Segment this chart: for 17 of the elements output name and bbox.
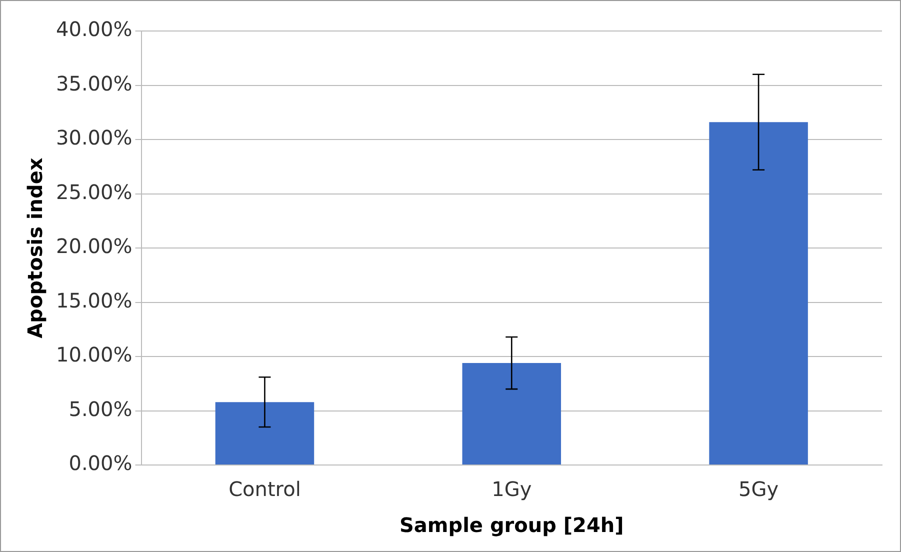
- bar: [215, 402, 314, 464]
- x-tick-label: 5Gy: [738, 477, 779, 502]
- y-tick-label: 25.00%: [56, 180, 132, 204]
- y-axis-title: Apoptosis index: [23, 158, 48, 338]
- bar: [462, 363, 562, 464]
- y-tick-label: 35.00%: [56, 71, 132, 96]
- y-tick-label: 20.00%: [56, 234, 132, 258]
- y-tick-label: 30.00%: [56, 126, 132, 150]
- y-tick-label: 5.00%: [68, 396, 132, 421]
- bar: [709, 122, 808, 464]
- x-tick-label: 1Gy: [492, 477, 532, 502]
- x-axis-title: Sample group [24h]: [400, 513, 624, 538]
- y-tick-label: 0.00%: [68, 451, 132, 476]
- y-tick-label: 40.00%: [56, 17, 132, 42]
- y-tick-label: 10.00%: [56, 342, 132, 367]
- y-tick-label: 15.00%: [56, 288, 132, 312]
- x-tick-label: Control: [228, 477, 301, 502]
